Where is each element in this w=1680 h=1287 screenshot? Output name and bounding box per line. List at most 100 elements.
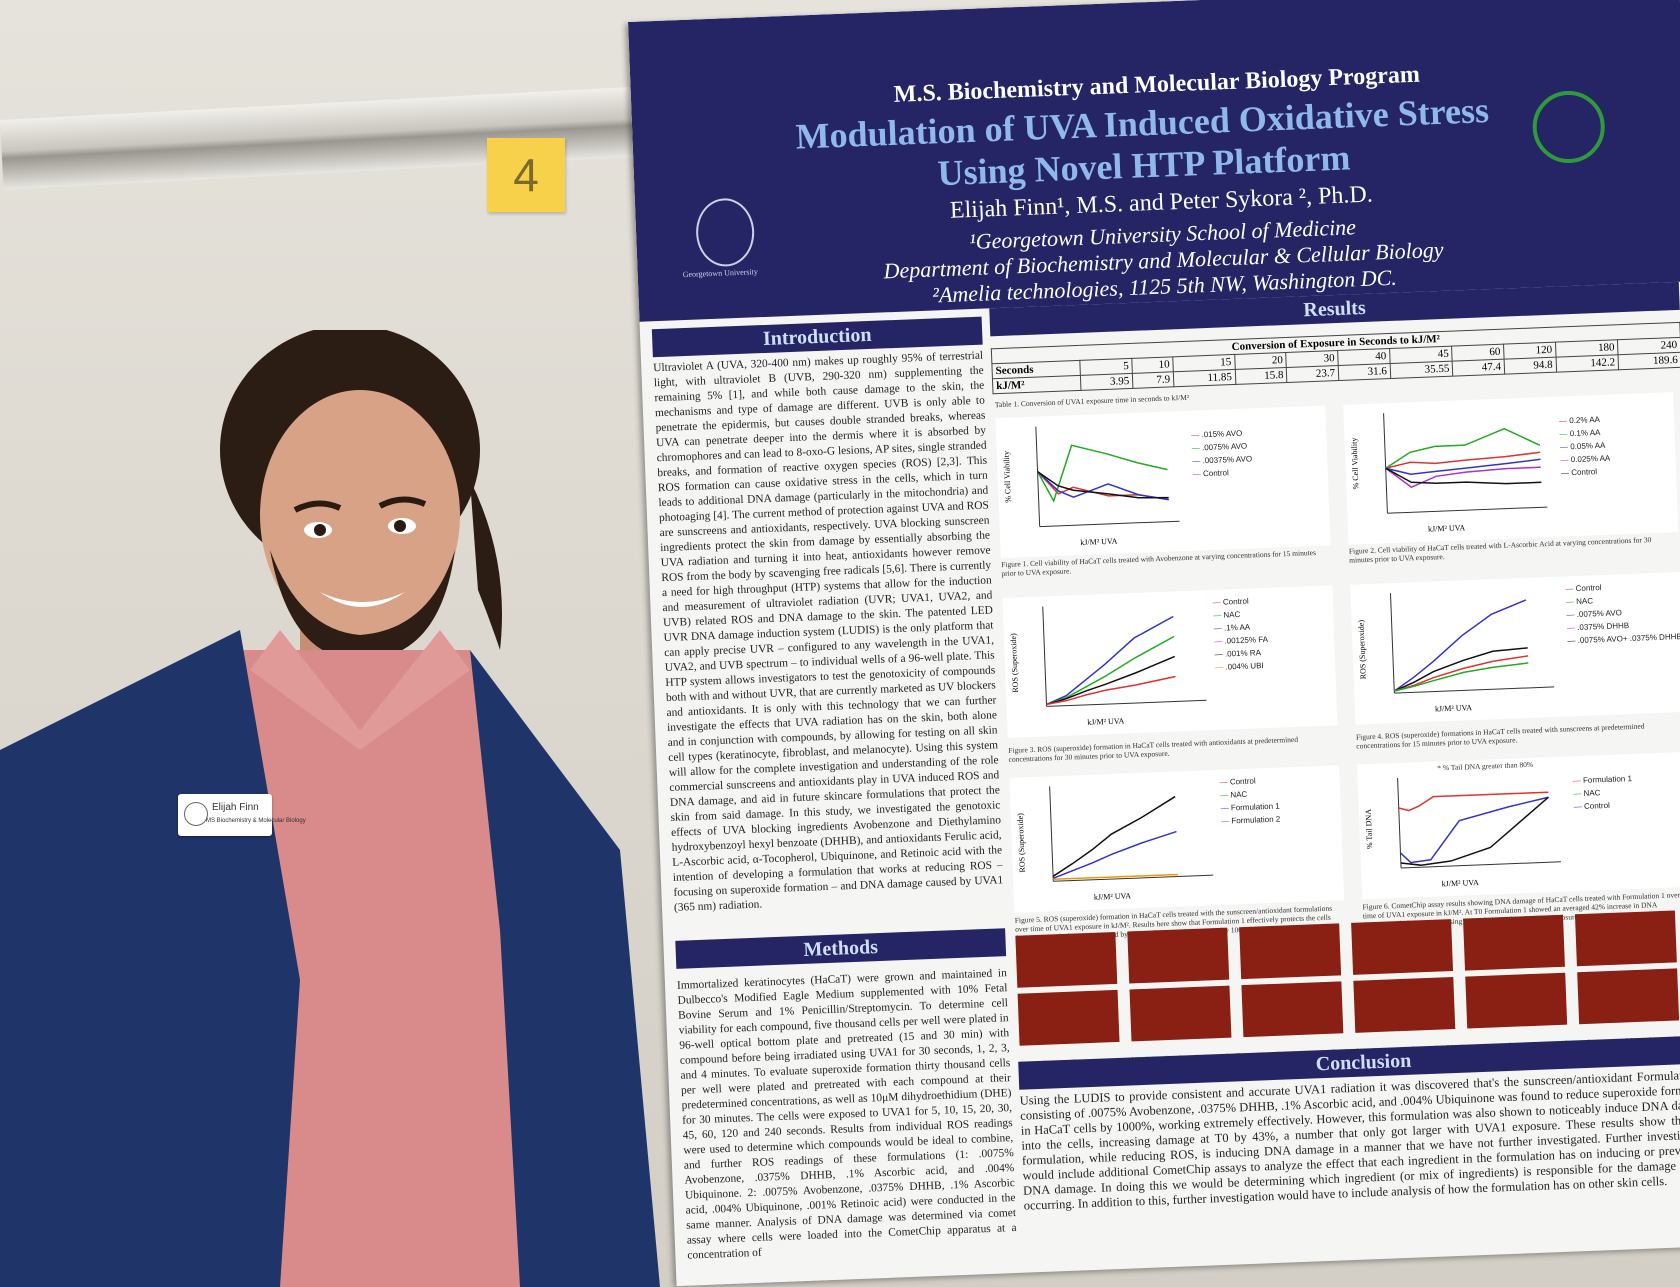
legend-label: .00125% FA — [1224, 634, 1269, 646]
legend-swatch: — — [1220, 816, 1232, 826]
table-cell: 189.6 — [1618, 352, 1680, 370]
legend-entry: — Formulation 2 — [1221, 813, 1281, 828]
poster-banner: Georgetown University M.S. Biochemistry … — [628, 0, 1680, 322]
figure-3-caption: Figure 3. ROS (superoxide) formation in … — [1008, 734, 1299, 764]
table-cell: 23.7 — [1286, 365, 1339, 383]
legend-label: 0.1% AA — [1569, 427, 1601, 439]
table-cell: 35.55 — [1390, 361, 1454, 379]
presenter — [0, 330, 660, 1287]
comet-image — [1353, 977, 1456, 1033]
comet-image — [1463, 914, 1565, 971]
x-axis-label: kJ/M² UVA — [1080, 537, 1118, 547]
comet-image — [1127, 927, 1230, 984]
introduction-text: Ultraviolet A (UVA, 320-400 nm) makes up… — [653, 349, 1004, 914]
comet-image — [1129, 985, 1232, 1042]
legend-label: .0075% AVO+ .0375% DHHB — [1577, 632, 1680, 645]
figure-4-legend: — Control — NAC — .0075% AVO — .0375% DHHB —… — [1565, 578, 1680, 647]
legend-entry: — Control — [1193, 465, 1253, 480]
legend-swatch: — — [1220, 803, 1232, 813]
smile — [320, 592, 405, 607]
comet-image — [1351, 919, 1454, 975]
legend-label: Control — [1222, 596, 1249, 607]
legend-label: .001% RA — [1224, 648, 1262, 659]
y-axis-label: % Tail DNA — [1364, 809, 1375, 850]
legend-label: .0375% DHHB — [1577, 621, 1630, 633]
legend-swatch: — — [1192, 456, 1203, 466]
table-cell: 7.9 — [1132, 371, 1174, 389]
legend-entry: — Control — [1561, 465, 1611, 480]
legend-swatch: — — [1565, 597, 1577, 607]
legend-label: .00375% AVO — [1202, 454, 1253, 466]
legend-label: NAC — [1583, 788, 1601, 798]
figure-5-plot: ROS (Superoxide) kJ/M² UVA — [1016, 786, 1214, 902]
legend-label: .1% AA — [1223, 622, 1251, 633]
legend-swatch: — — [1219, 777, 1231, 787]
legend-swatch: — — [1567, 636, 1578, 646]
x-axis-label: kJ/M² UVA — [1428, 523, 1466, 533]
legend-label: 0.025% AA — [1570, 453, 1611, 465]
x-axis-label: kJ/M² UVA — [1435, 703, 1473, 713]
table-cell: 15.8 — [1235, 367, 1288, 385]
jacket-left — [0, 630, 300, 1287]
legend-label: Control — [1583, 800, 1611, 811]
legend-label: .004% UBI — [1225, 661, 1264, 672]
figure-6-plot: % Tail DNA kJ/M² UVA — [1364, 777, 1561, 888]
badge-seal-icon — [184, 802, 208, 826]
figure-2: % Cell Viability kJ/M² UVA — 0.2% AA — 0.… — [1343, 392, 1679, 545]
legend-label: Control — [1575, 583, 1602, 594]
legend-label: Control — [1229, 776, 1256, 787]
table-cell: 142.2 — [1555, 354, 1619, 373]
table-cell: 11.85 — [1173, 369, 1236, 387]
legend-label: 0.2% AA — [1569, 414, 1601, 426]
legend-entry: — 0.025% AA — [1560, 452, 1610, 467]
legend-swatch: — — [1215, 662, 1226, 672]
figure-5-legend: — Control — NAC — Formulation 1— Formulati… — [1219, 774, 1280, 828]
figure-6: * % Tail DNA greater than 80% % Tail DNA… — [1357, 751, 1680, 900]
legend-swatch: — — [1559, 442, 1571, 452]
figure-1-plot: % Cell Viability kJ/M² UVA — [1002, 426, 1180, 547]
badge-program: MS Biochemistry & Molecular Biology — [206, 818, 306, 824]
comet-image — [1465, 972, 1568, 1029]
legend-swatch: — — [1560, 455, 1571, 465]
legend-swatch: — — [1212, 597, 1224, 607]
comet-image — [1577, 968, 1680, 1025]
legend-label: .0075% AVO — [1201, 441, 1248, 453]
x-axis-label: kJ/M² UVA — [1442, 878, 1480, 888]
beard — [270, 550, 455, 660]
legend-label: Formulation 1 — [1230, 801, 1280, 813]
legend-label: Formulation 1 — [1582, 774, 1633, 785]
legend-swatch: — — [1213, 610, 1224, 620]
legend-swatch: — — [1559, 429, 1570, 439]
figure-7-comet-images — [1015, 909, 1680, 1055]
legend-entry: — Formulation 1 — [1573, 772, 1633, 787]
comet-image — [1017, 989, 1120, 1046]
y-axis-label: ROS (Superoxide) — [1016, 813, 1027, 873]
legend-swatch: — — [1566, 610, 1577, 620]
legend-swatch: — — [1573, 801, 1585, 812]
x-axis-label: kJ/M² UVA — [1094, 891, 1132, 901]
legend-swatch: — — [1214, 649, 1226, 659]
legend-label: Control — [1571, 467, 1598, 478]
y-axis-label: ROS (Superoxide) — [1356, 619, 1367, 679]
sticky-note: 4 — [487, 138, 565, 212]
figure-4-plot: ROS (Superoxide) kJ/M² UVA — [1356, 593, 1555, 714]
badge-name: Elijah Finn — [212, 802, 259, 813]
legend-swatch: — — [1558, 416, 1570, 426]
legend-swatch: — — [1572, 775, 1584, 786]
legend-swatch: — — [1191, 430, 1202, 440]
face — [260, 390, 460, 640]
legend-swatch: — — [1560, 468, 1572, 478]
legend-label: NAC — [1576, 596, 1594, 607]
y-axis-label: ROS (Superoxide) — [1009, 633, 1020, 693]
x-axis-label: kJ/M² UVA — [1087, 716, 1125, 726]
comet-image — [1574, 910, 1677, 967]
figure-3-legend: — Control — NAC — .1% AA — .00125% FA — .001… — [1212, 594, 1269, 674]
legend-label: Formulation 2 — [1231, 814, 1281, 826]
figure-4: ROS (Superoxide) kJ/M² UVA — Control — NA… — [1350, 572, 1680, 725]
methods-text: Immortalized keratinocytes (HaCaT) were … — [676, 967, 1017, 1262]
conversion-table: Conversion of Exposure in Seconds to kJ/… — [991, 322, 1680, 394]
y-axis-label: % Cell Viability — [1349, 437, 1360, 489]
legend-swatch: — — [1219, 790, 1231, 800]
legend-label: NAC — [1230, 789, 1248, 800]
figure-6-legend: — Formulation 1— NAC — Control — [1573, 772, 1634, 813]
